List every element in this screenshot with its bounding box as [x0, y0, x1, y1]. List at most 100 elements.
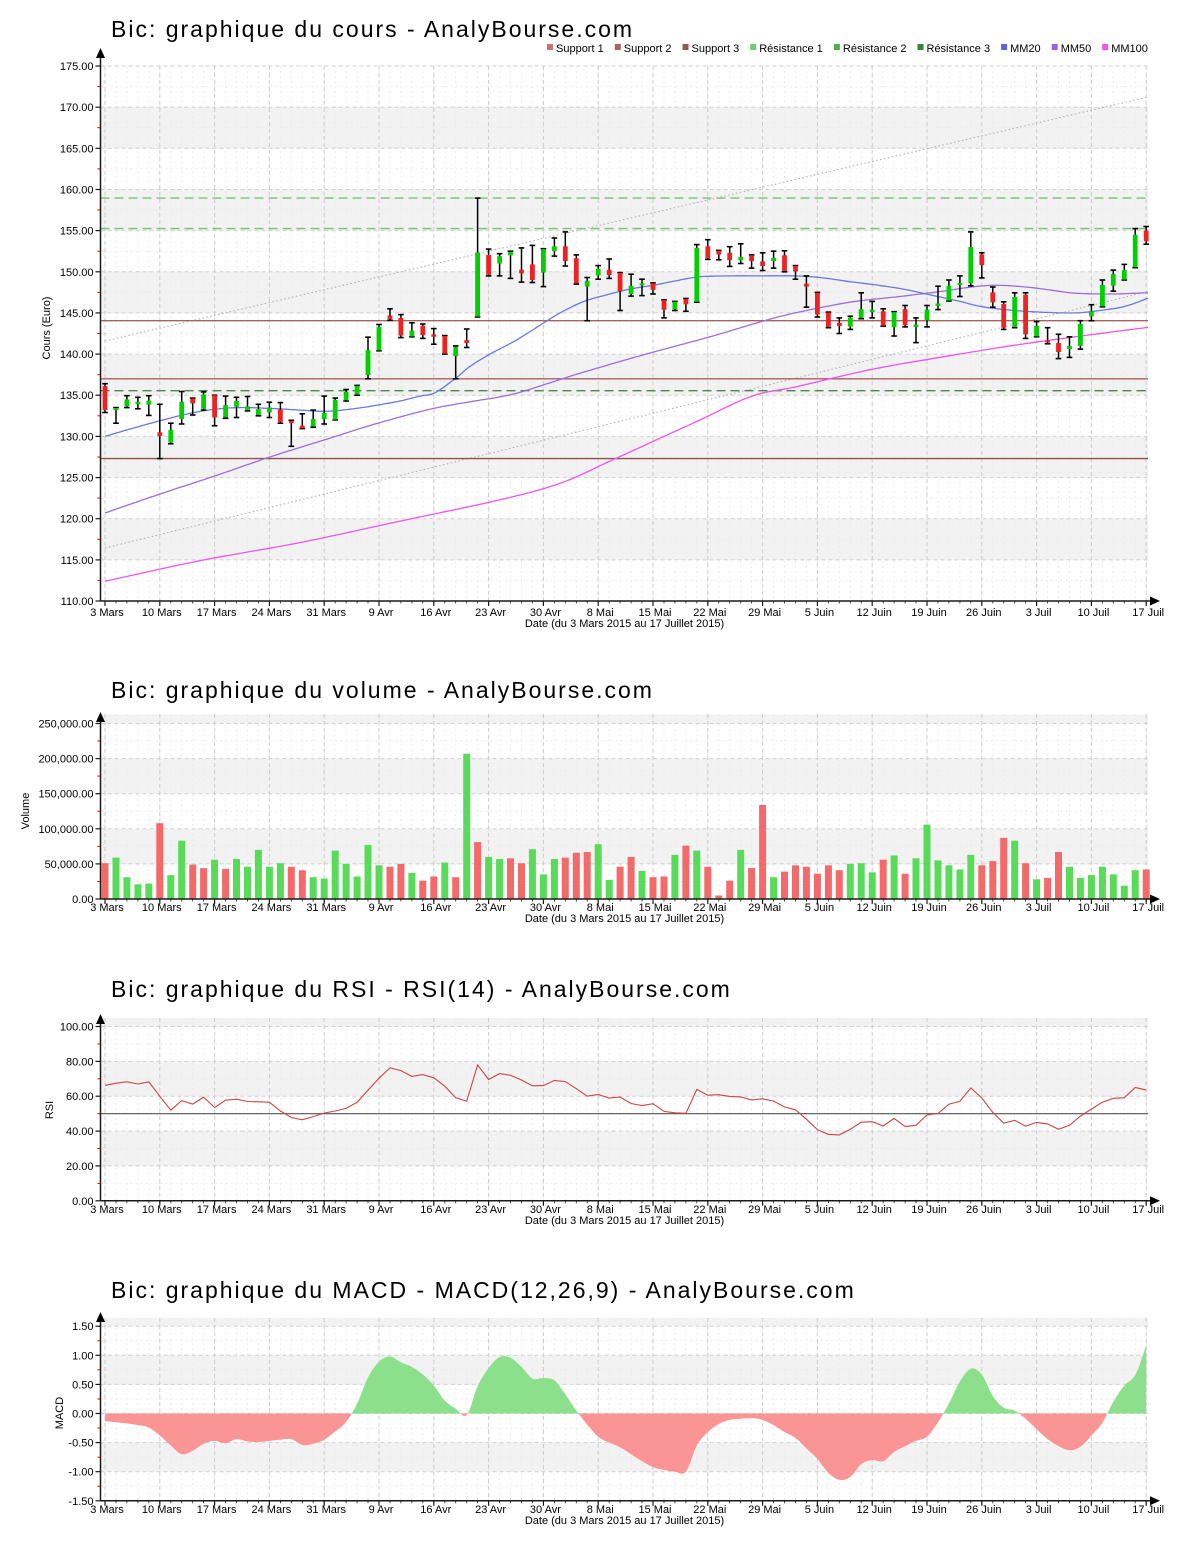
svg-text:-0.50: -0.50	[68, 1438, 93, 1450]
svg-text:175.00: 175.00	[60, 61, 94, 73]
svg-text:10 Mars: 10 Mars	[142, 902, 182, 914]
svg-text:31 Mars: 31 Mars	[306, 1204, 346, 1216]
svg-text:23 Avr: 23 Avr	[475, 607, 506, 619]
svg-text:15 Mai: 15 Mai	[638, 1204, 671, 1216]
svg-text:31 Mars: 31 Mars	[306, 607, 346, 619]
svg-text:22 Mai: 22 Mai	[693, 607, 726, 619]
svg-text:110.00: 110.00	[61, 596, 94, 608]
svg-text:10 Juil: 10 Juil	[1078, 902, 1110, 914]
svg-text:Date (du 3 Mars 2015 au 17 Jui: Date (du 3 Mars 2015 au 17 Juillet 2015)	[525, 1515, 724, 1527]
svg-text:Bic: graphique du RSI - RSI(14: Bic: graphique du RSI - RSI(14) - AnalyB…	[111, 976, 732, 1002]
svg-text:Cours (Euro): Cours (Euro)	[41, 297, 53, 360]
svg-text:23 Avr: 23 Avr	[475, 1204, 506, 1216]
svg-text:125.00: 125.00	[60, 473, 94, 485]
svg-text:0.50: 0.50	[72, 1379, 93, 1391]
svg-text:26 Juin: 26 Juin	[966, 1204, 1001, 1216]
svg-text:8 Mai: 8 Mai	[587, 1204, 614, 1216]
svg-text:22 Mai: 22 Mai	[693, 902, 726, 914]
svg-text:3 Juil: 3 Juil	[1026, 1504, 1052, 1516]
svg-text:Support 2: Support 2	[624, 43, 672, 55]
svg-text:10 Juil: 10 Juil	[1078, 607, 1110, 619]
svg-text:19 Juin: 19 Juin	[911, 1204, 946, 1216]
svg-text:Date (du 3 Mars 2015 au 17 Jui: Date (du 3 Mars 2015 au 17 Juillet 2015)	[525, 913, 724, 925]
svg-text:15 Mai: 15 Mai	[638, 902, 671, 914]
svg-text:80.00: 80.00	[66, 1056, 94, 1068]
svg-text:Support 1: Support 1	[556, 43, 604, 55]
svg-text:Support 3: Support 3	[692, 43, 740, 55]
svg-text:10 Mars: 10 Mars	[142, 1504, 182, 1516]
svg-text:29 Mai: 29 Mai	[748, 1204, 781, 1216]
svg-text:3 Juil: 3 Juil	[1026, 1204, 1052, 1216]
svg-text:30 Avr: 30 Avr	[530, 902, 561, 914]
svg-text:0.00: 0.00	[72, 1196, 93, 1208]
svg-text:3 Mars: 3 Mars	[90, 902, 124, 914]
svg-text:-1.00: -1.00	[68, 1467, 93, 1479]
svg-text:Résistance 1: Résistance 1	[759, 43, 823, 55]
svg-text:Date (du 3 Mars 2015 au 17 Jui: Date (du 3 Mars 2015 au 17 Juillet 2015)	[525, 618, 724, 630]
svg-text:16 Avr: 16 Avr	[420, 902, 451, 914]
svg-text:5 Juin: 5 Juin	[805, 902, 834, 914]
svg-text:3 Mars: 3 Mars	[90, 1504, 124, 1516]
svg-text:MM100: MM100	[1111, 43, 1148, 55]
svg-text:135.00: 135.00	[60, 390, 94, 402]
svg-text:3 Juil: 3 Juil	[1026, 902, 1052, 914]
svg-text:RSI: RSI	[44, 1101, 56, 1119]
svg-text:17 Juil: 17 Juil	[1132, 607, 1164, 619]
svg-text:5 Juin: 5 Juin	[805, 1204, 834, 1216]
svg-text:24 Mars: 24 Mars	[252, 902, 292, 914]
svg-text:60.00: 60.00	[66, 1091, 94, 1103]
svg-text:15 Mai: 15 Mai	[638, 607, 671, 619]
svg-text:-1.50: -1.50	[68, 1496, 93, 1508]
svg-text:120.00: 120.00	[60, 514, 94, 526]
svg-text:Bic: graphique du MACD - MACD(: Bic: graphique du MACD - MACD(12,26,9) -…	[111, 1277, 856, 1303]
svg-text:160.00: 160.00	[60, 185, 94, 197]
svg-text:19 Juin: 19 Juin	[911, 1504, 946, 1516]
svg-text:20.00: 20.00	[66, 1161, 94, 1173]
svg-text:16 Avr: 16 Avr	[420, 1504, 451, 1516]
svg-text:150.00: 150.00	[60, 267, 94, 279]
svg-text:130.00: 130.00	[60, 431, 94, 443]
svg-text:12 Juin: 12 Juin	[856, 1504, 891, 1516]
svg-text:31 Mars: 31 Mars	[306, 902, 346, 914]
svg-text:10 Mars: 10 Mars	[142, 607, 182, 619]
svg-text:MACD: MACD	[54, 1397, 66, 1429]
svg-text:19 Juin: 19 Juin	[911, 902, 946, 914]
svg-text:Résistance 2: Résistance 2	[843, 43, 907, 55]
svg-text:Bic: graphique du volume - Ana: Bic: graphique du volume - AnalyBourse.c…	[111, 677, 654, 703]
svg-text:8 Mai: 8 Mai	[587, 607, 614, 619]
svg-text:Résistance 3: Résistance 3	[927, 43, 991, 55]
svg-text:17 Mars: 17 Mars	[197, 1504, 237, 1516]
svg-text:Volume: Volume	[20, 793, 32, 830]
svg-text:150,000.00: 150,000.00	[38, 789, 93, 801]
svg-text:9 Avr: 9 Avr	[369, 902, 394, 914]
svg-text:17 Mars: 17 Mars	[197, 1204, 237, 1216]
svg-text:26 Juin: 26 Juin	[966, 607, 1001, 619]
svg-text:31 Mars: 31 Mars	[306, 1504, 346, 1516]
svg-text:155.00: 155.00	[60, 226, 94, 238]
svg-text:24 Mars: 24 Mars	[252, 1204, 292, 1216]
svg-text:Bic: graphique du cours - Anal: Bic: graphique du cours - AnalyBourse.co…	[111, 16, 634, 42]
svg-text:29 Mai: 29 Mai	[748, 902, 781, 914]
svg-text:145.00: 145.00	[60, 308, 94, 320]
svg-text:10 Juil: 10 Juil	[1078, 1504, 1110, 1516]
svg-text:17 Juil: 17 Juil	[1132, 1204, 1164, 1216]
svg-text:26 Juin: 26 Juin	[966, 902, 1001, 914]
svg-text:15 Mai: 15 Mai	[638, 1504, 671, 1516]
svg-text:10 Mars: 10 Mars	[142, 1204, 182, 1216]
svg-text:MM20: MM20	[1010, 43, 1041, 55]
svg-text:100.00: 100.00	[60, 1022, 94, 1034]
svg-text:5 Juin: 5 Juin	[805, 607, 834, 619]
svg-text:50,000.00: 50,000.00	[45, 859, 94, 871]
svg-text:1.00: 1.00	[72, 1350, 93, 1362]
svg-text:22 Mai: 22 Mai	[693, 1204, 726, 1216]
svg-text:12 Juin: 12 Juin	[856, 1204, 891, 1216]
svg-text:9 Avr: 9 Avr	[369, 607, 394, 619]
svg-text:16 Avr: 16 Avr	[420, 1204, 451, 1216]
svg-text:9 Avr: 9 Avr	[369, 1204, 394, 1216]
svg-text:200,000.00: 200,000.00	[38, 754, 93, 766]
svg-text:26 Juin: 26 Juin	[966, 1504, 1001, 1516]
svg-text:170.00: 170.00	[60, 102, 94, 114]
svg-text:8 Mai: 8 Mai	[587, 902, 614, 914]
svg-text:3 Mars: 3 Mars	[90, 607, 124, 619]
svg-text:22 Mai: 22 Mai	[693, 1504, 726, 1516]
